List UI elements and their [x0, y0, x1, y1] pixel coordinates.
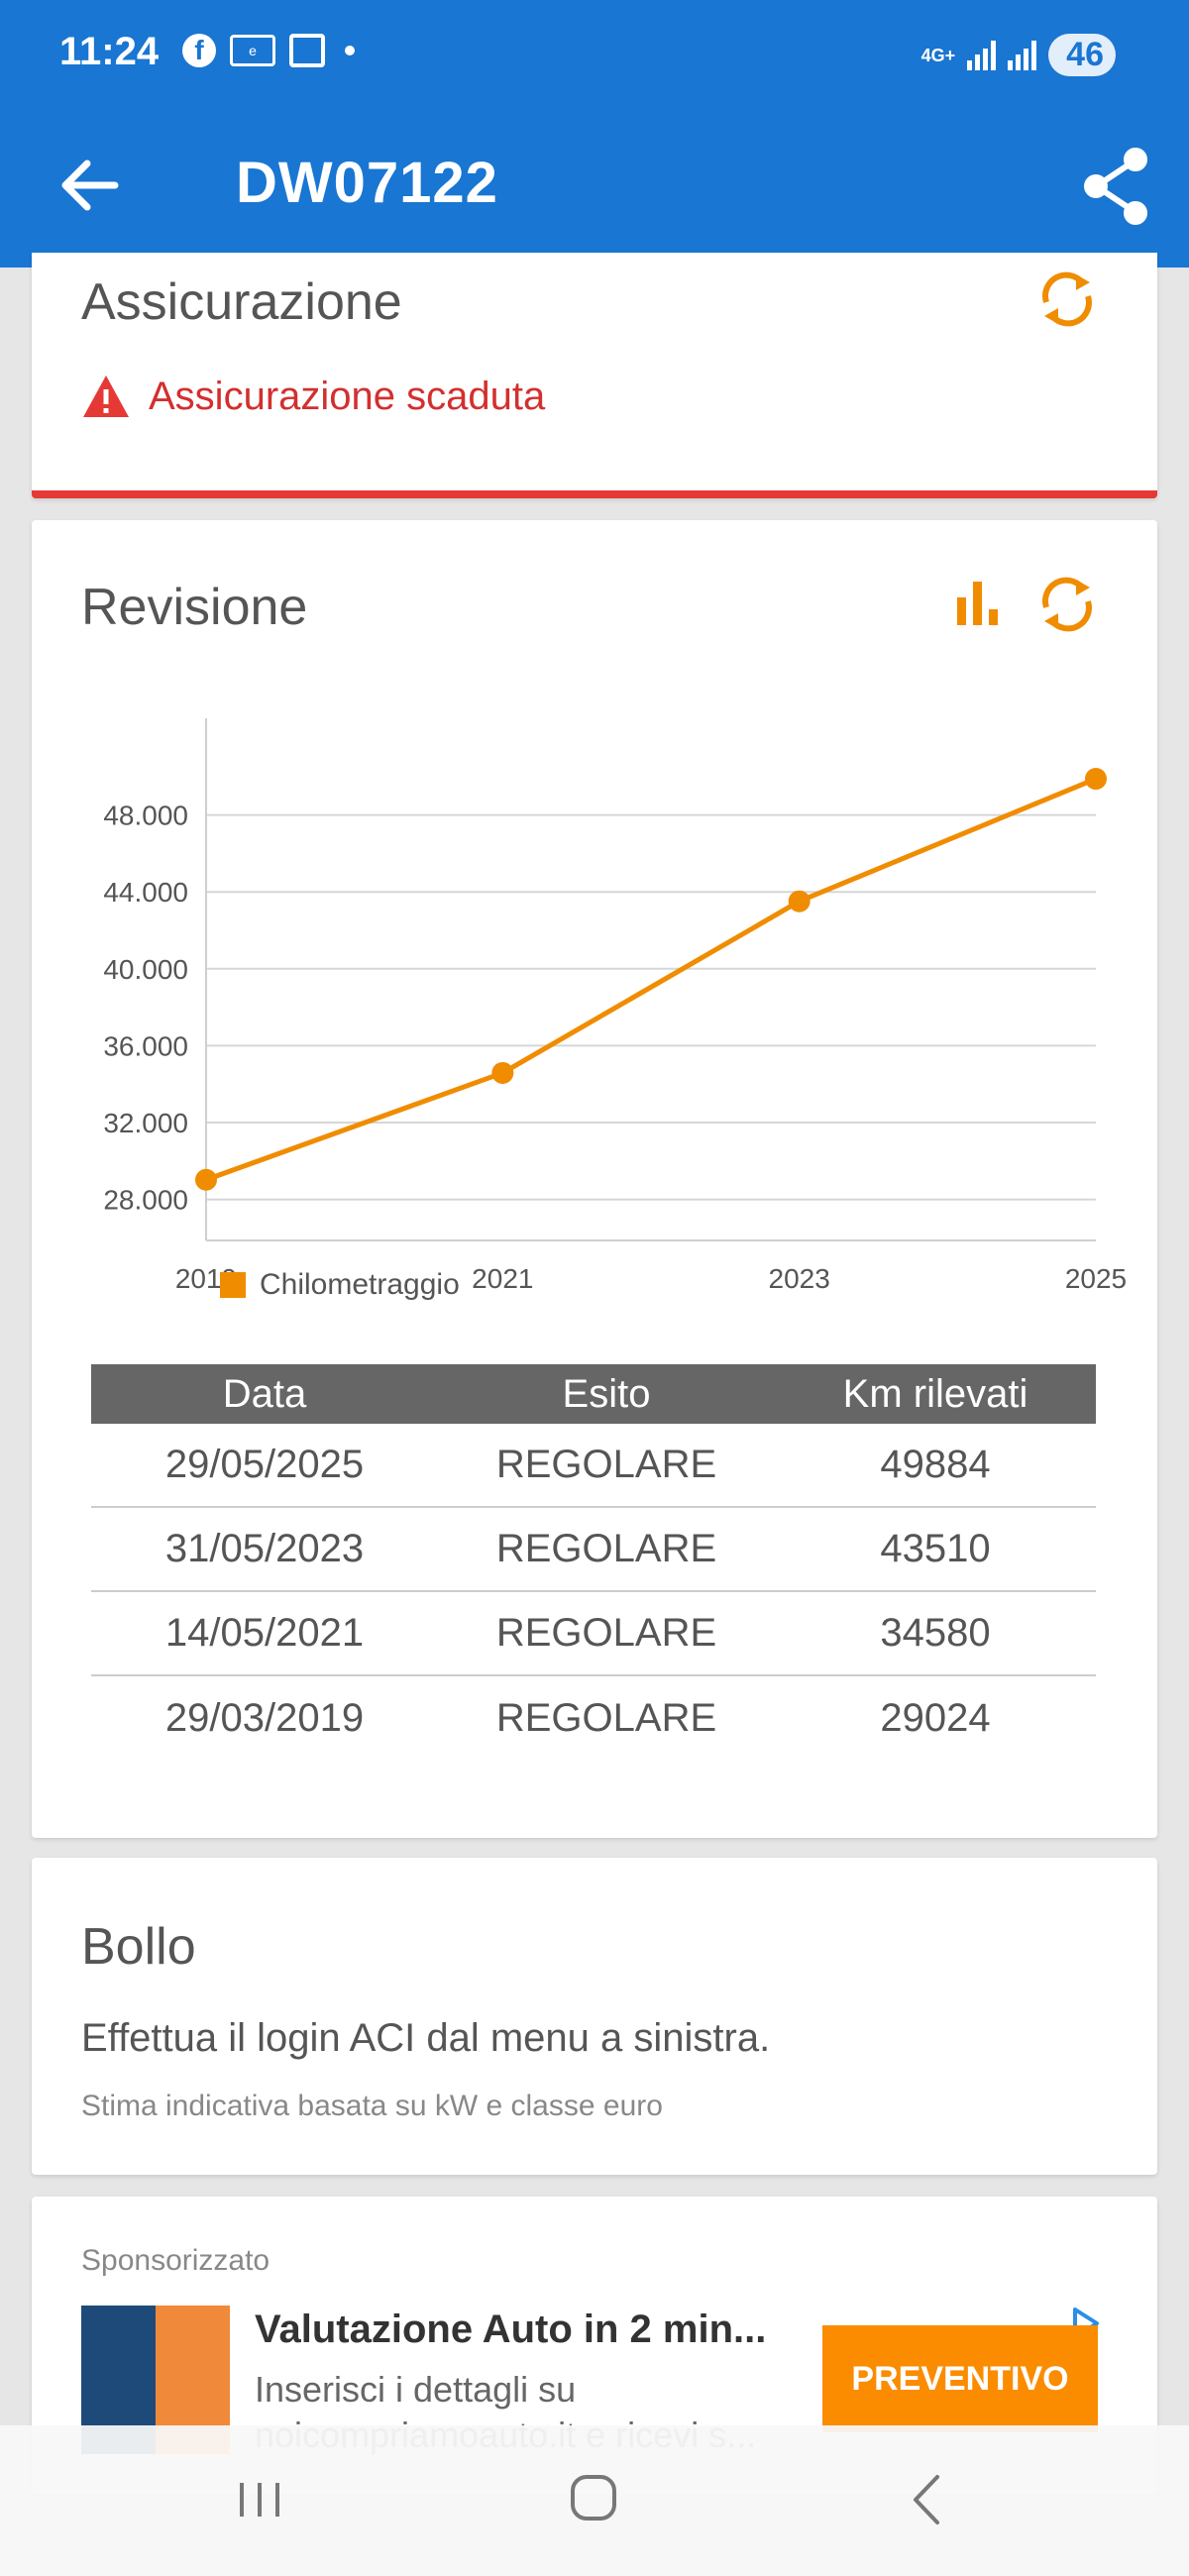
back-nav-icon[interactable] [878, 2465, 977, 2534]
cell-km: 29024 [880, 1696, 991, 1740]
cell-km: 43510 [880, 1527, 991, 1570]
notification-icons: f e [182, 34, 355, 67]
table-row: 14/05/2021 REGOLARE 34580 [91, 1592, 1096, 1676]
inspection-table: Data Esito Km rilevati 29/05/2025 REGOLA… [91, 1364, 1096, 1761]
home-icon[interactable] [543, 2465, 642, 2534]
ad-cta-button[interactable]: PREVENTIVO [822, 2325, 1098, 2432]
cell-date: 29/03/2019 [164, 1696, 365, 1740]
x-tick-label: 2025 [1065, 1263, 1127, 1294]
back-arrow-icon[interactable] [50, 146, 129, 225]
insurance-alert: Assicurazione scaduta [81, 374, 545, 419]
data-point [195, 1168, 217, 1191]
y-tick-label: 28.000 [103, 1185, 188, 1216]
road-tax-message: Effettua il login ACI dal menu a sinistr… [81, 2016, 771, 2060]
network-type: 4G+ [920, 45, 956, 65]
warning-icon [83, 376, 129, 417]
status-bar: 11:24 f e 4G+ 46 [0, 0, 1189, 114]
ebay-icon: e [230, 35, 275, 66]
more-notifications-icon [345, 46, 355, 55]
cell-date: 14/05/2021 [164, 1611, 365, 1655]
signal-icon-2 [1008, 40, 1037, 70]
data-point [1085, 768, 1107, 791]
system-nav-bar [0, 2425, 1189, 2576]
data-point [491, 1061, 514, 1084]
facebook-icon: f [182, 34, 216, 67]
cell-outcome: REGOLARE [495, 1696, 717, 1740]
road-tax-card: Bollo Effettua il login ACI dal menu a s… [32, 1858, 1157, 2175]
insurance-alert-text: Assicurazione scaduta [149, 374, 546, 418]
chart-legend: Chilometraggio [220, 1268, 460, 1302]
road-tax-note: Stima indicativa basata su kW e classe e… [81, 2090, 663, 2122]
legend-swatch [220, 1272, 246, 1298]
y-tick-label: 40.000 [103, 954, 188, 985]
x-tick-label: 2021 [472, 1263, 533, 1294]
cell-outcome: REGOLARE [495, 1611, 717, 1655]
refresh-icon[interactable] [1032, 265, 1102, 334]
recent-apps-icon[interactable] [210, 2465, 309, 2534]
insurance-card: Assicurazione Assicurazione scaduta [32, 253, 1157, 498]
table-row: 29/03/2019 REGOLARE 29024 [91, 1676, 1096, 1761]
share-icon[interactable] [1072, 142, 1161, 231]
road-tax-title: Bollo [81, 1918, 196, 1976]
bar-chart-icon[interactable] [943, 570, 1013, 639]
data-point [788, 890, 811, 912]
y-tick-label: 48.000 [103, 801, 188, 831]
table-row: 31/05/2023 REGOLARE 43510 [91, 1508, 1096, 1592]
series-line [205, 776, 1097, 1183]
table-row: 29/05/2025 REGOLARE 49884 [91, 1424, 1096, 1508]
battery-level: 46 [1048, 34, 1116, 76]
mileage-chart: 28.00032.00036.00040.00044.00048.0002019… [103, 718, 1127, 1294]
cell-date: 29/05/2025 [164, 1443, 365, 1486]
table-header: Data Esito Km rilevati [91, 1364, 1096, 1424]
y-tick-label: 44.000 [103, 877, 188, 908]
status-time: 11:24 [59, 30, 160, 73]
cell-km: 34580 [880, 1611, 991, 1655]
page-title: DW07122 [236, 151, 498, 215]
sponsored-label: Sponsorizzato [81, 2244, 270, 2277]
system-icons: 4G+ 46 [921, 34, 1116, 76]
y-tick-label: 36.000 [103, 1030, 188, 1061]
legend-label: Chilometraggio [260, 1268, 460, 1301]
cell-outcome: REGOLARE [495, 1443, 717, 1486]
inspection-title: Revisione [81, 579, 308, 636]
signal-icon [967, 40, 997, 70]
header-outcome: Esito [562, 1371, 651, 1416]
cell-km: 49884 [880, 1443, 991, 1486]
x-tick-label: 2023 [769, 1263, 830, 1294]
inspection-card: Revisione 28.000 32.000 36.000 40.000 44.000… [32, 520, 1157, 1838]
cell-outcome: REGOLARE [495, 1527, 717, 1570]
app-bar: DW07122 [0, 114, 1189, 268]
cell-date: 31/05/2023 [164, 1527, 365, 1570]
refresh-icon[interactable] [1032, 570, 1102, 639]
header-date: Data [222, 1371, 307, 1416]
header-km: Km rilevati [842, 1371, 1028, 1416]
screenshot-icon [289, 34, 325, 67]
y-tick-label: 32.000 [103, 1108, 188, 1138]
insurance-title: Assicurazione [81, 273, 402, 331]
ad-title[interactable]: Valutazione Auto in 2 min... [255, 2308, 767, 2351]
